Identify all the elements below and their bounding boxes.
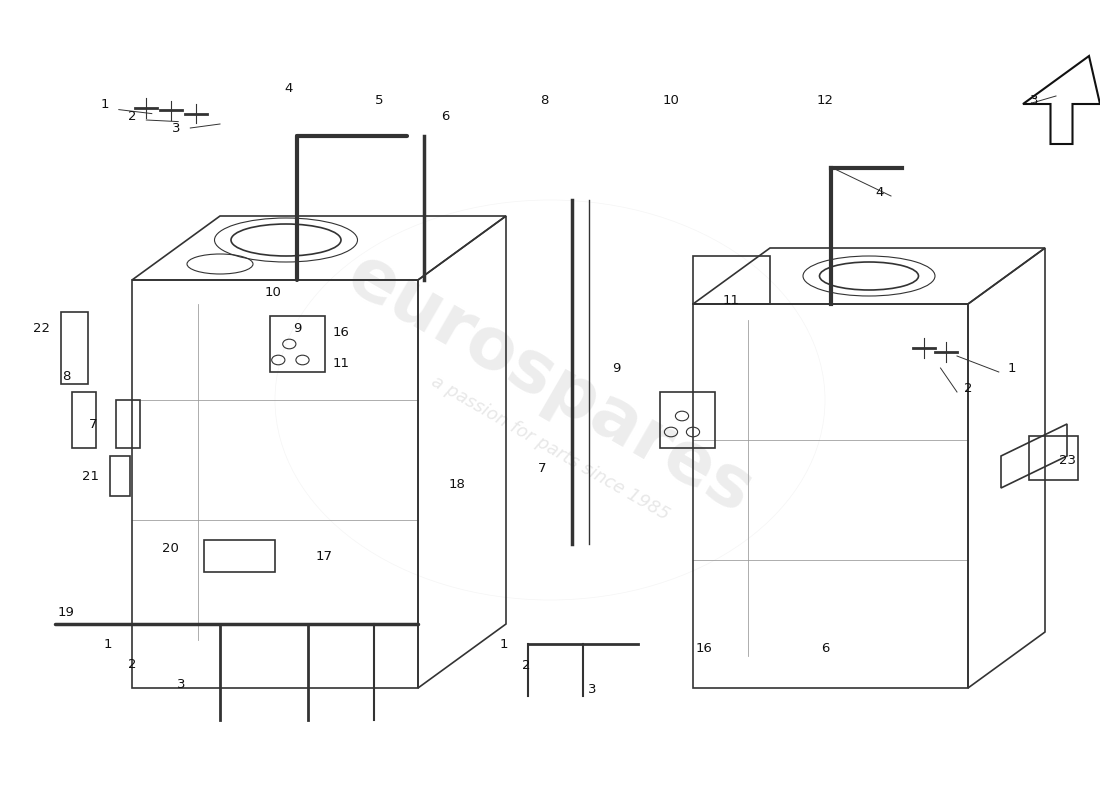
Text: 18: 18 (448, 478, 465, 490)
Text: 10: 10 (264, 286, 282, 298)
Text: 8: 8 (62, 370, 70, 382)
Text: 17: 17 (316, 550, 333, 562)
Text: 3: 3 (587, 683, 596, 696)
Text: 16: 16 (332, 326, 350, 338)
Text: 8: 8 (540, 94, 549, 106)
Text: 3: 3 (172, 122, 180, 134)
Text: 4: 4 (284, 82, 293, 94)
Text: 7: 7 (538, 462, 547, 474)
Text: 19: 19 (57, 606, 75, 618)
Text: 9: 9 (293, 322, 301, 334)
Text: 7: 7 (89, 418, 98, 430)
Text: 23: 23 (1058, 454, 1076, 466)
Bar (110, 456, 130, 496)
Text: 4: 4 (876, 186, 884, 198)
Text: eurospares: eurospares (334, 240, 766, 528)
Bar (204, 540, 275, 572)
Text: 1: 1 (103, 638, 112, 650)
Text: 10: 10 (662, 94, 680, 106)
Text: 11: 11 (723, 294, 740, 306)
Text: a passion for parts since 1985: a passion for parts since 1985 (428, 372, 672, 524)
Text: 3: 3 (177, 678, 186, 690)
Bar (72, 392, 96, 448)
Bar (60, 312, 88, 384)
Text: 12: 12 (816, 94, 834, 106)
Text: 16: 16 (695, 642, 713, 654)
Bar (116, 400, 140, 448)
Text: 2: 2 (964, 382, 972, 394)
Text: 5: 5 (375, 94, 384, 106)
Text: 6: 6 (821, 642, 829, 654)
Text: 6: 6 (441, 110, 450, 122)
Bar (1028, 436, 1078, 480)
Text: 1: 1 (100, 98, 109, 110)
Text: 11: 11 (332, 358, 350, 370)
Bar (660, 392, 715, 448)
Text: 1: 1 (499, 638, 508, 650)
Text: 21: 21 (81, 470, 99, 482)
Text: 1: 1 (1008, 362, 1016, 374)
Text: 9: 9 (612, 362, 620, 374)
Text: 20: 20 (162, 542, 179, 554)
Text: 2: 2 (128, 110, 136, 122)
Bar (270, 316, 324, 372)
Text: 2: 2 (521, 659, 530, 672)
Text: 22: 22 (33, 322, 51, 334)
Text: 2: 2 (128, 658, 136, 670)
Text: 3: 3 (1030, 94, 1038, 106)
